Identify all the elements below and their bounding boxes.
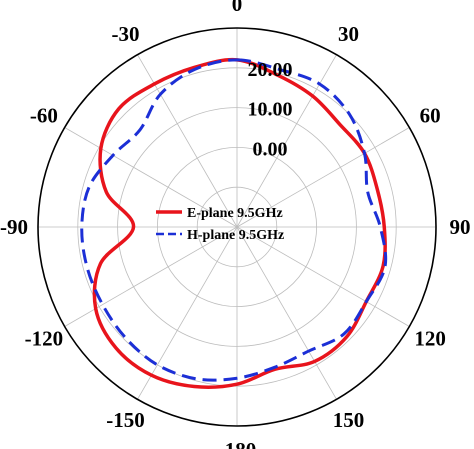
radial-tick-label: 10.00 bbox=[248, 99, 293, 121]
angle-tick-label: 120 bbox=[414, 327, 446, 351]
series-line-e-plane bbox=[92, 57, 387, 389]
angle-tick-label: 90 bbox=[450, 215, 471, 239]
spoke-240 bbox=[64, 226, 238, 327]
spoke-210 bbox=[137, 226, 238, 400]
polar-grid bbox=[37, 27, 437, 427]
legend-label-h-plane: H-plane 9.5GHz bbox=[187, 228, 284, 243]
outer-circle bbox=[37, 27, 437, 427]
angle-tick-label: 30 bbox=[338, 22, 359, 46]
angle-tick-label: -90 bbox=[0, 215, 28, 239]
spoke-330 bbox=[137, 54, 238, 228]
spoke-60 bbox=[236, 127, 410, 228]
angle-tick-label: -150 bbox=[106, 408, 145, 432]
spoke-120 bbox=[236, 226, 410, 327]
angle-tick-label: -180 bbox=[218, 438, 257, 449]
legend-label-e-plane: E-plane 9.5GHz bbox=[187, 206, 283, 221]
grid-ring bbox=[117, 107, 357, 347]
grid-ring bbox=[196, 186, 278, 268]
angle-tick-label: -120 bbox=[25, 327, 64, 351]
spoke-300 bbox=[64, 127, 238, 228]
series-layer bbox=[80, 57, 388, 389]
spoke-150 bbox=[236, 226, 337, 400]
angle-tick-label: -30 bbox=[112, 22, 140, 46]
angle-tick-label: 60 bbox=[420, 104, 441, 128]
radial-tick-label: 20.00 bbox=[248, 59, 293, 81]
legend: E-plane 9.5GHz H-plane 9.5GHz bbox=[156, 206, 284, 243]
angle-tick-label: 0 bbox=[232, 0, 243, 16]
series-line-h-plane bbox=[80, 58, 388, 382]
radial-tick-label: 0.00 bbox=[253, 138, 288, 160]
grid-ring bbox=[77, 67, 397, 387]
angle-tick-label: 150 bbox=[333, 408, 365, 432]
grid-ring bbox=[156, 146, 317, 307]
angle-tick-label: -60 bbox=[30, 104, 58, 128]
